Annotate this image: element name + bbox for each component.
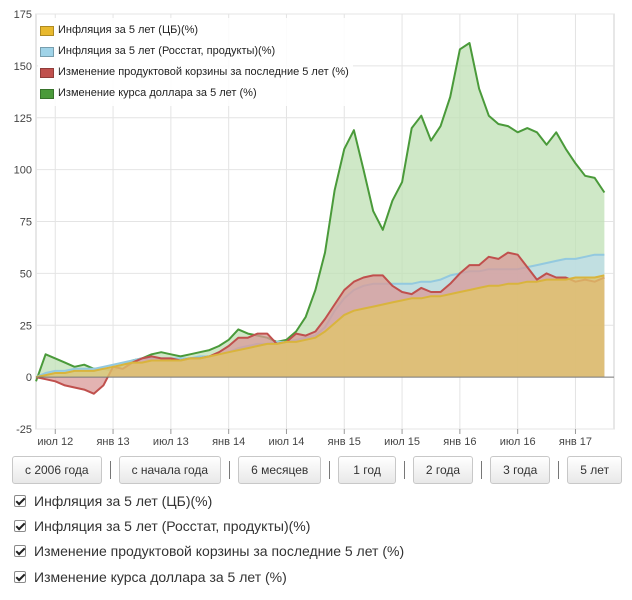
y-tick-label: 175 (14, 9, 32, 21)
checkbox-label-usd-rate[interactable]: Изменение курса доллара за 5 лет (%) (34, 568, 287, 585)
y-tick-label: 50 (20, 268, 32, 280)
y-tick-label: 125 (14, 113, 32, 125)
series-toggles: Инфляция за 5 лет (ЦБ)(%) Инфляция за 5 … (14, 488, 404, 589)
range-5-years-button[interactable]: 5 лет (567, 456, 623, 484)
x-tick-label: янв 16 (443, 436, 476, 448)
x-tick-label: июл 14 (269, 436, 305, 448)
legend-label-food-basket: Изменение продуктовой корзины за последн… (58, 66, 349, 78)
x-tick-label: июл 15 (384, 436, 420, 448)
legend-swatch-usd-rate (40, 88, 54, 99)
legend-item-usd-rate[interactable]: Изменение курса доллара за 5 лет (%) (40, 83, 349, 104)
checkbox-usd-rate[interactable] (14, 570, 26, 583)
separator (558, 461, 560, 479)
toggle-row-rosstat-inflation: Инфляция за 5 лет (Росстат, продукты)(%) (14, 513, 404, 538)
toggle-row-food-basket: Изменение продуктовой корзины за последн… (14, 539, 404, 564)
legend-swatch-food-basket (40, 67, 54, 78)
x-tick-label: июл 12 (37, 436, 73, 448)
y-tick-label: -25 (16, 424, 32, 436)
y-tick-label: 100 (14, 165, 32, 177)
chart: -25 0 25 50 75 100 125 150 175 июл 12 янв 13 июл 13… (14, 9, 615, 448)
x-tick-label: янв 15 (328, 436, 361, 448)
y-tick-label: 150 (14, 61, 32, 73)
legend-item-rosstat-inflation[interactable]: Инфляция за 5 лет (Росстат, продукты)(%) (40, 41, 349, 62)
series-area (36, 275, 605, 378)
toggle-row-usd-rate: Изменение курса доллара за 5 лет (%) (14, 564, 404, 589)
legend-label-rosstat-inflation: Инфляция за 5 лет (Росстат, продукты)(%) (58, 45, 276, 57)
x-tick-label: июл 13 (153, 436, 189, 448)
separator (329, 461, 331, 479)
separator (403, 461, 405, 479)
legend-swatch-cb-inflation (40, 25, 54, 36)
checkbox-label-cb-inflation[interactable]: Инфляция за 5 лет (ЦБ)(%) (34, 492, 213, 509)
x-tick-label: июл 16 (500, 436, 536, 448)
checkbox-food-basket[interactable] (14, 545, 26, 558)
x-tick-label: янв 17 (559, 436, 592, 448)
legend-item-food-basket[interactable]: Изменение продуктовой корзины за последн… (40, 62, 349, 83)
range-from-year-start-button[interactable]: с начала года (118, 456, 222, 484)
legend-swatch-rosstat-inflation (40, 46, 54, 57)
range-3-years-button[interactable]: 3 года (490, 456, 551, 484)
range-1-year-button[interactable]: 1 год (338, 456, 396, 484)
separator (109, 461, 111, 479)
separator (481, 461, 483, 479)
x-tick-label: янв 14 (212, 436, 245, 448)
x-tick-label: янв 13 (96, 436, 129, 448)
checkbox-label-rosstat-inflation[interactable]: Инфляция за 5 лет (Росстат, продукты)(%) (34, 517, 311, 534)
legend-item-cb-inflation[interactable]: Инфляция за 5 лет (ЦБ)(%) (40, 20, 349, 41)
y-tick-label: 75 (20, 217, 32, 229)
range-6-months-button[interactable]: 6 месяцев (238, 456, 322, 484)
y-tick-label: 0 (26, 372, 32, 384)
series-line (35, 274, 605, 379)
range-selector: с 2006 года с начала года 6 месяцев 1 го… (0, 456, 632, 484)
chart-legend: Инфляция за 5 лет (ЦБ)(%) Инфляция за 5 … (38, 18, 353, 106)
checkbox-rosstat-inflation[interactable] (14, 519, 26, 532)
separator (229, 461, 231, 479)
legend-label-usd-rate: Изменение курса доллара за 5 лет (%) (58, 87, 257, 99)
range-since-2006-button[interactable]: с 2006 года (12, 456, 102, 484)
legend-label-cb-inflation: Инфляция за 5 лет (ЦБ)(%) (58, 24, 199, 36)
toggle-row-cb-inflation: Инфляция за 5 лет (ЦБ)(%) (14, 488, 404, 513)
range-2-years-button[interactable]: 2 года (412, 456, 474, 484)
checkbox-label-food-basket[interactable]: Изменение продуктовой корзины за последн… (34, 543, 405, 560)
y-tick-label: 25 (20, 320, 32, 332)
checkbox-cb-inflation[interactable] (14, 494, 26, 507)
